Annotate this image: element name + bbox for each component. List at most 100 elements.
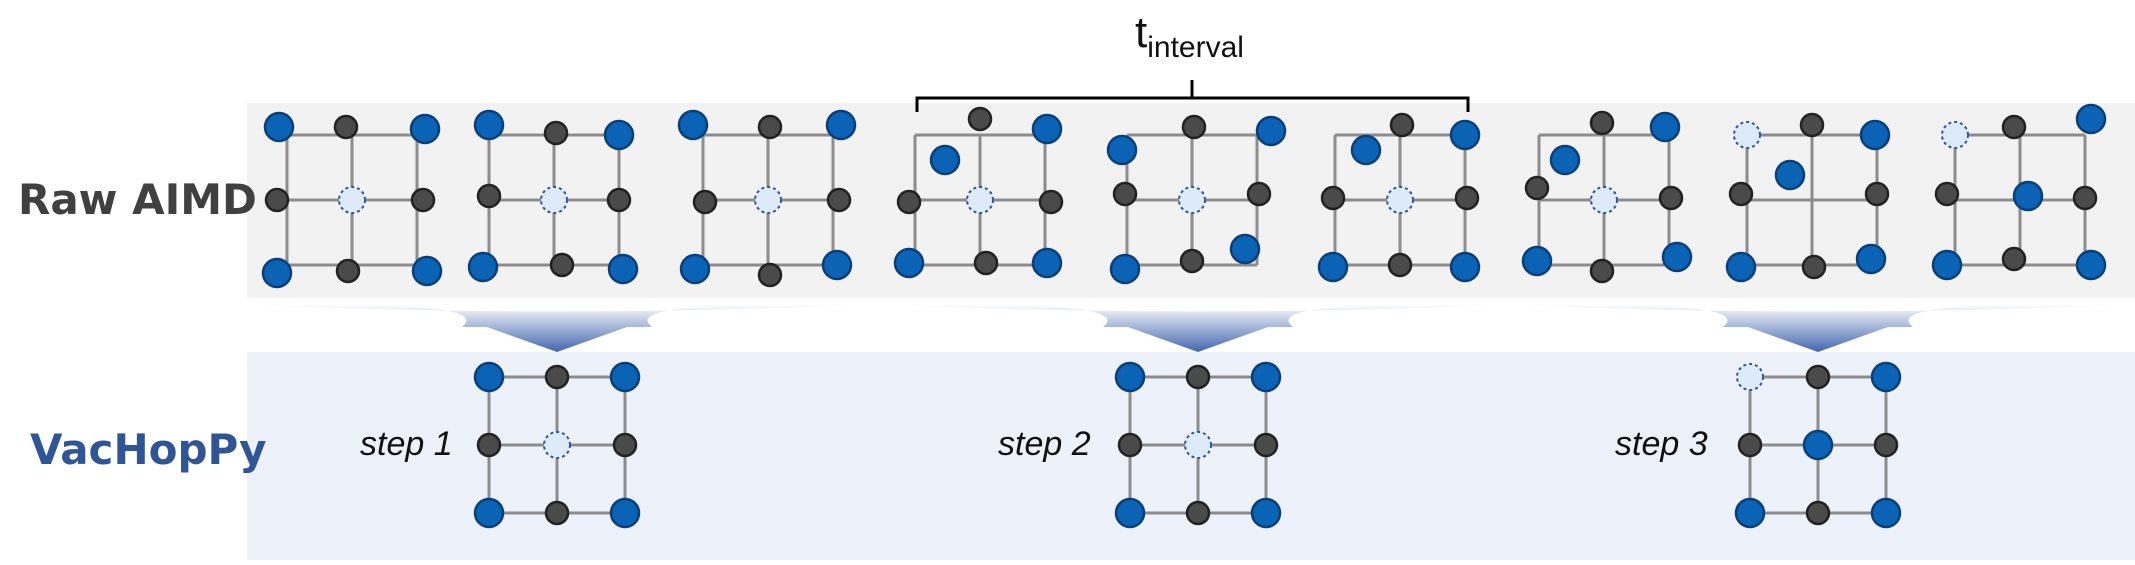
gray-atom [896,189,922,215]
blue-atom [1870,497,1902,529]
lattice-frame-step-1 [473,361,641,529]
raw-aimd-label: Raw AIMD [18,175,257,224]
lattice-frame-raw-2 [467,109,639,285]
blue-atom [1802,429,1834,461]
lattice-frame-raw-6 [1317,112,1481,283]
gray-atom [1185,500,1211,526]
lattice-frame-raw-1 [261,111,443,289]
gray-atom [967,106,993,132]
interval-main-text: t [1135,8,1148,57]
blue-atom [261,257,293,289]
blue-atom [1250,361,1282,393]
transition-arrow-3 [1518,304,2118,352]
step-3-label: step 3 [1615,425,1708,463]
blue-atom [893,247,925,279]
gray-atom [606,187,632,213]
gray-atom [335,258,361,284]
vacancy-site [754,186,782,214]
blue-atom [2075,249,2107,281]
gray-atom [2001,114,2027,140]
gray-atom [1728,181,1754,207]
blue-atom [1661,241,1693,273]
blue-atom [825,109,857,141]
vacancy-site [1386,186,1414,214]
vacancy-site [1178,186,1206,214]
blue-atom [1449,119,1481,151]
vachoppy-label: VacHopPy [30,425,267,474]
gray-atom [1864,181,1890,207]
gray-atom [1454,185,1480,211]
lattice-frame-step-3 [1734,361,1902,529]
lattice-frame-raw-9 [1931,103,2107,281]
gray-atom [1805,364,1831,390]
gray-atom [1185,364,1211,390]
hopping-atom [1106,134,1138,166]
gray-atom [1658,185,1684,211]
blue-atom [609,361,641,393]
blue-atom [263,111,295,143]
blue-atom [2075,103,2107,135]
lattice-frame-raw-5 [1106,114,1287,285]
vacancy-site [1184,431,1212,459]
vacancy-site [1590,186,1618,214]
blue-atom [821,249,853,281]
gray-atom [692,189,718,215]
interval-bracket [915,80,1470,112]
blue-atom [609,497,641,529]
gray-atom [1389,112,1415,138]
lattice-frame-raw-4 [893,106,1064,279]
gray-atom [410,187,436,213]
gray-atom [1320,185,1346,211]
gray-atom [1589,110,1615,136]
blue-atom [1931,249,1963,281]
blue-atom [1031,113,1063,145]
gray-atom [1246,181,1272,207]
gray-atom [264,187,290,213]
vacancy-site [1736,363,1764,391]
blue-atom [411,255,443,287]
gray-atom [973,250,999,276]
lattice-frame-raw-3 [677,109,857,288]
blue-atom [1250,497,1282,529]
blue-atom [1114,361,1146,393]
gray-atom [1934,181,1960,207]
blue-atom [603,119,635,151]
lattice-frame-step-2 [1114,361,1282,529]
gray-atom [1181,114,1207,140]
lattice-frame-raw-8 [1725,112,1891,283]
gray-atom [1179,248,1205,274]
gray-atom [544,500,570,526]
blue-atom [607,253,639,285]
step-2-label: step 2 [998,425,1091,463]
gray-atom [1524,175,1550,201]
blue-atom [1870,361,1902,393]
vacancy-site [1941,121,1969,149]
step-1-label: step 1 [360,425,453,463]
gray-atom [1805,500,1831,526]
vacancy-site [543,431,571,459]
vacancy-site [1733,121,1761,149]
blue-atom [1031,247,1063,279]
gray-atom [1737,432,1763,458]
gray-atom [2072,185,2098,211]
transition-arrow-1 [257,304,857,352]
blue-atom [2012,180,2044,212]
blue-atom [1855,243,1887,275]
blue-atom [1725,251,1757,283]
blue-atom [473,497,505,529]
interval-label: tinterval [1135,8,1244,65]
gray-atom [2001,246,2027,272]
gray-atom [549,252,575,278]
gray-atom [544,364,570,390]
gray-atom [826,187,852,213]
hopping-atom [929,144,961,176]
blue-atom [1734,497,1766,529]
blue-atom [1255,115,1287,147]
vacancy-site [966,186,994,214]
blue-atom [1317,251,1349,283]
gray-atom [1038,189,1064,215]
blue-atom [467,251,499,283]
hopping-atom [1549,144,1581,176]
